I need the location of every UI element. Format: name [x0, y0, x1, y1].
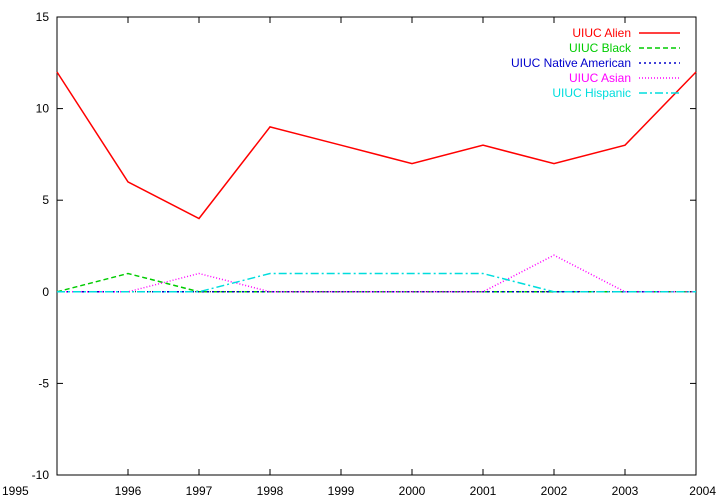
y-tick-label: 5 [42, 193, 49, 207]
plot-frame-group [56, 16, 697, 476]
y-tick-label: 0 [42, 285, 49, 299]
x-tick-label: 1997 [186, 484, 213, 498]
x-tick-label: 1995 [2, 484, 29, 498]
y-tick-label: 15 [36, 10, 50, 24]
legend-label: UIUC Alien [572, 26, 631, 40]
legend-label: UIUC Asian [569, 71, 631, 85]
y-tick-label: -10 [32, 468, 50, 482]
x-tick-label: 1998 [257, 484, 284, 498]
x-tick-label: 1999 [328, 484, 355, 498]
x-tick-label: 2001 [470, 484, 497, 498]
series-line-uiuc-asian [57, 254, 696, 293]
series-lines-group [56, 71, 697, 293]
y-tick-label: -5 [38, 376, 49, 390]
legend-label: UIUC Native American [511, 56, 631, 70]
series-line-uiuc-black [56, 272, 696, 293]
y-tick-label: 10 [36, 102, 50, 116]
plot-border [56, 16, 697, 476]
series-line-uiuc-hispanic [57, 272, 696, 293]
x-tick-label: 1996 [115, 484, 142, 498]
axis-ticks-group: -10 -5 0 5 10 15 1995 1996 1997 1998 1999 2000 2001 2… [2, 10, 716, 498]
legend-label: UIUC Hispanic [552, 86, 631, 100]
x-tick-label: 2000 [399, 484, 426, 498]
series-line-uiuc-alien [56, 71, 697, 220]
x-tick-label: 2003 [612, 484, 639, 498]
legend-label: UIUC Black [569, 41, 632, 55]
x-tick-label: 2002 [541, 484, 568, 498]
x-tick-label: 2004 [689, 484, 716, 498]
